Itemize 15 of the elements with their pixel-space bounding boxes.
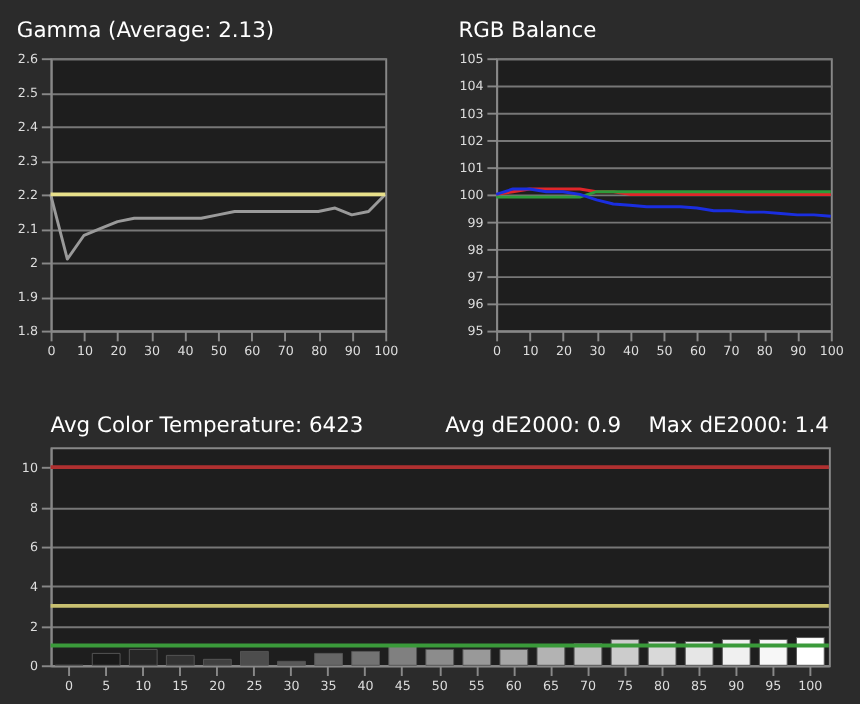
chart-title: RGB Balance <box>458 16 597 43</box>
bar <box>202 658 232 666</box>
bar <box>240 650 269 666</box>
bar <box>499 648 529 666</box>
bar <box>165 654 195 666</box>
bar <box>314 652 343 666</box>
bar <box>462 648 492 666</box>
line-series <box>49 192 387 261</box>
chart-title: Avg Color Temperature: 6423 <box>50 411 364 438</box>
chart-title: Gamma (Average: 2.13) <box>16 16 275 43</box>
bar <box>351 650 380 666</box>
text: Avg dE2000: 0.9 <box>445 411 622 438</box>
bar <box>536 644 566 666</box>
text: Max dE2000: 1.4 <box>648 411 830 438</box>
line-series <box>494 187 833 218</box>
